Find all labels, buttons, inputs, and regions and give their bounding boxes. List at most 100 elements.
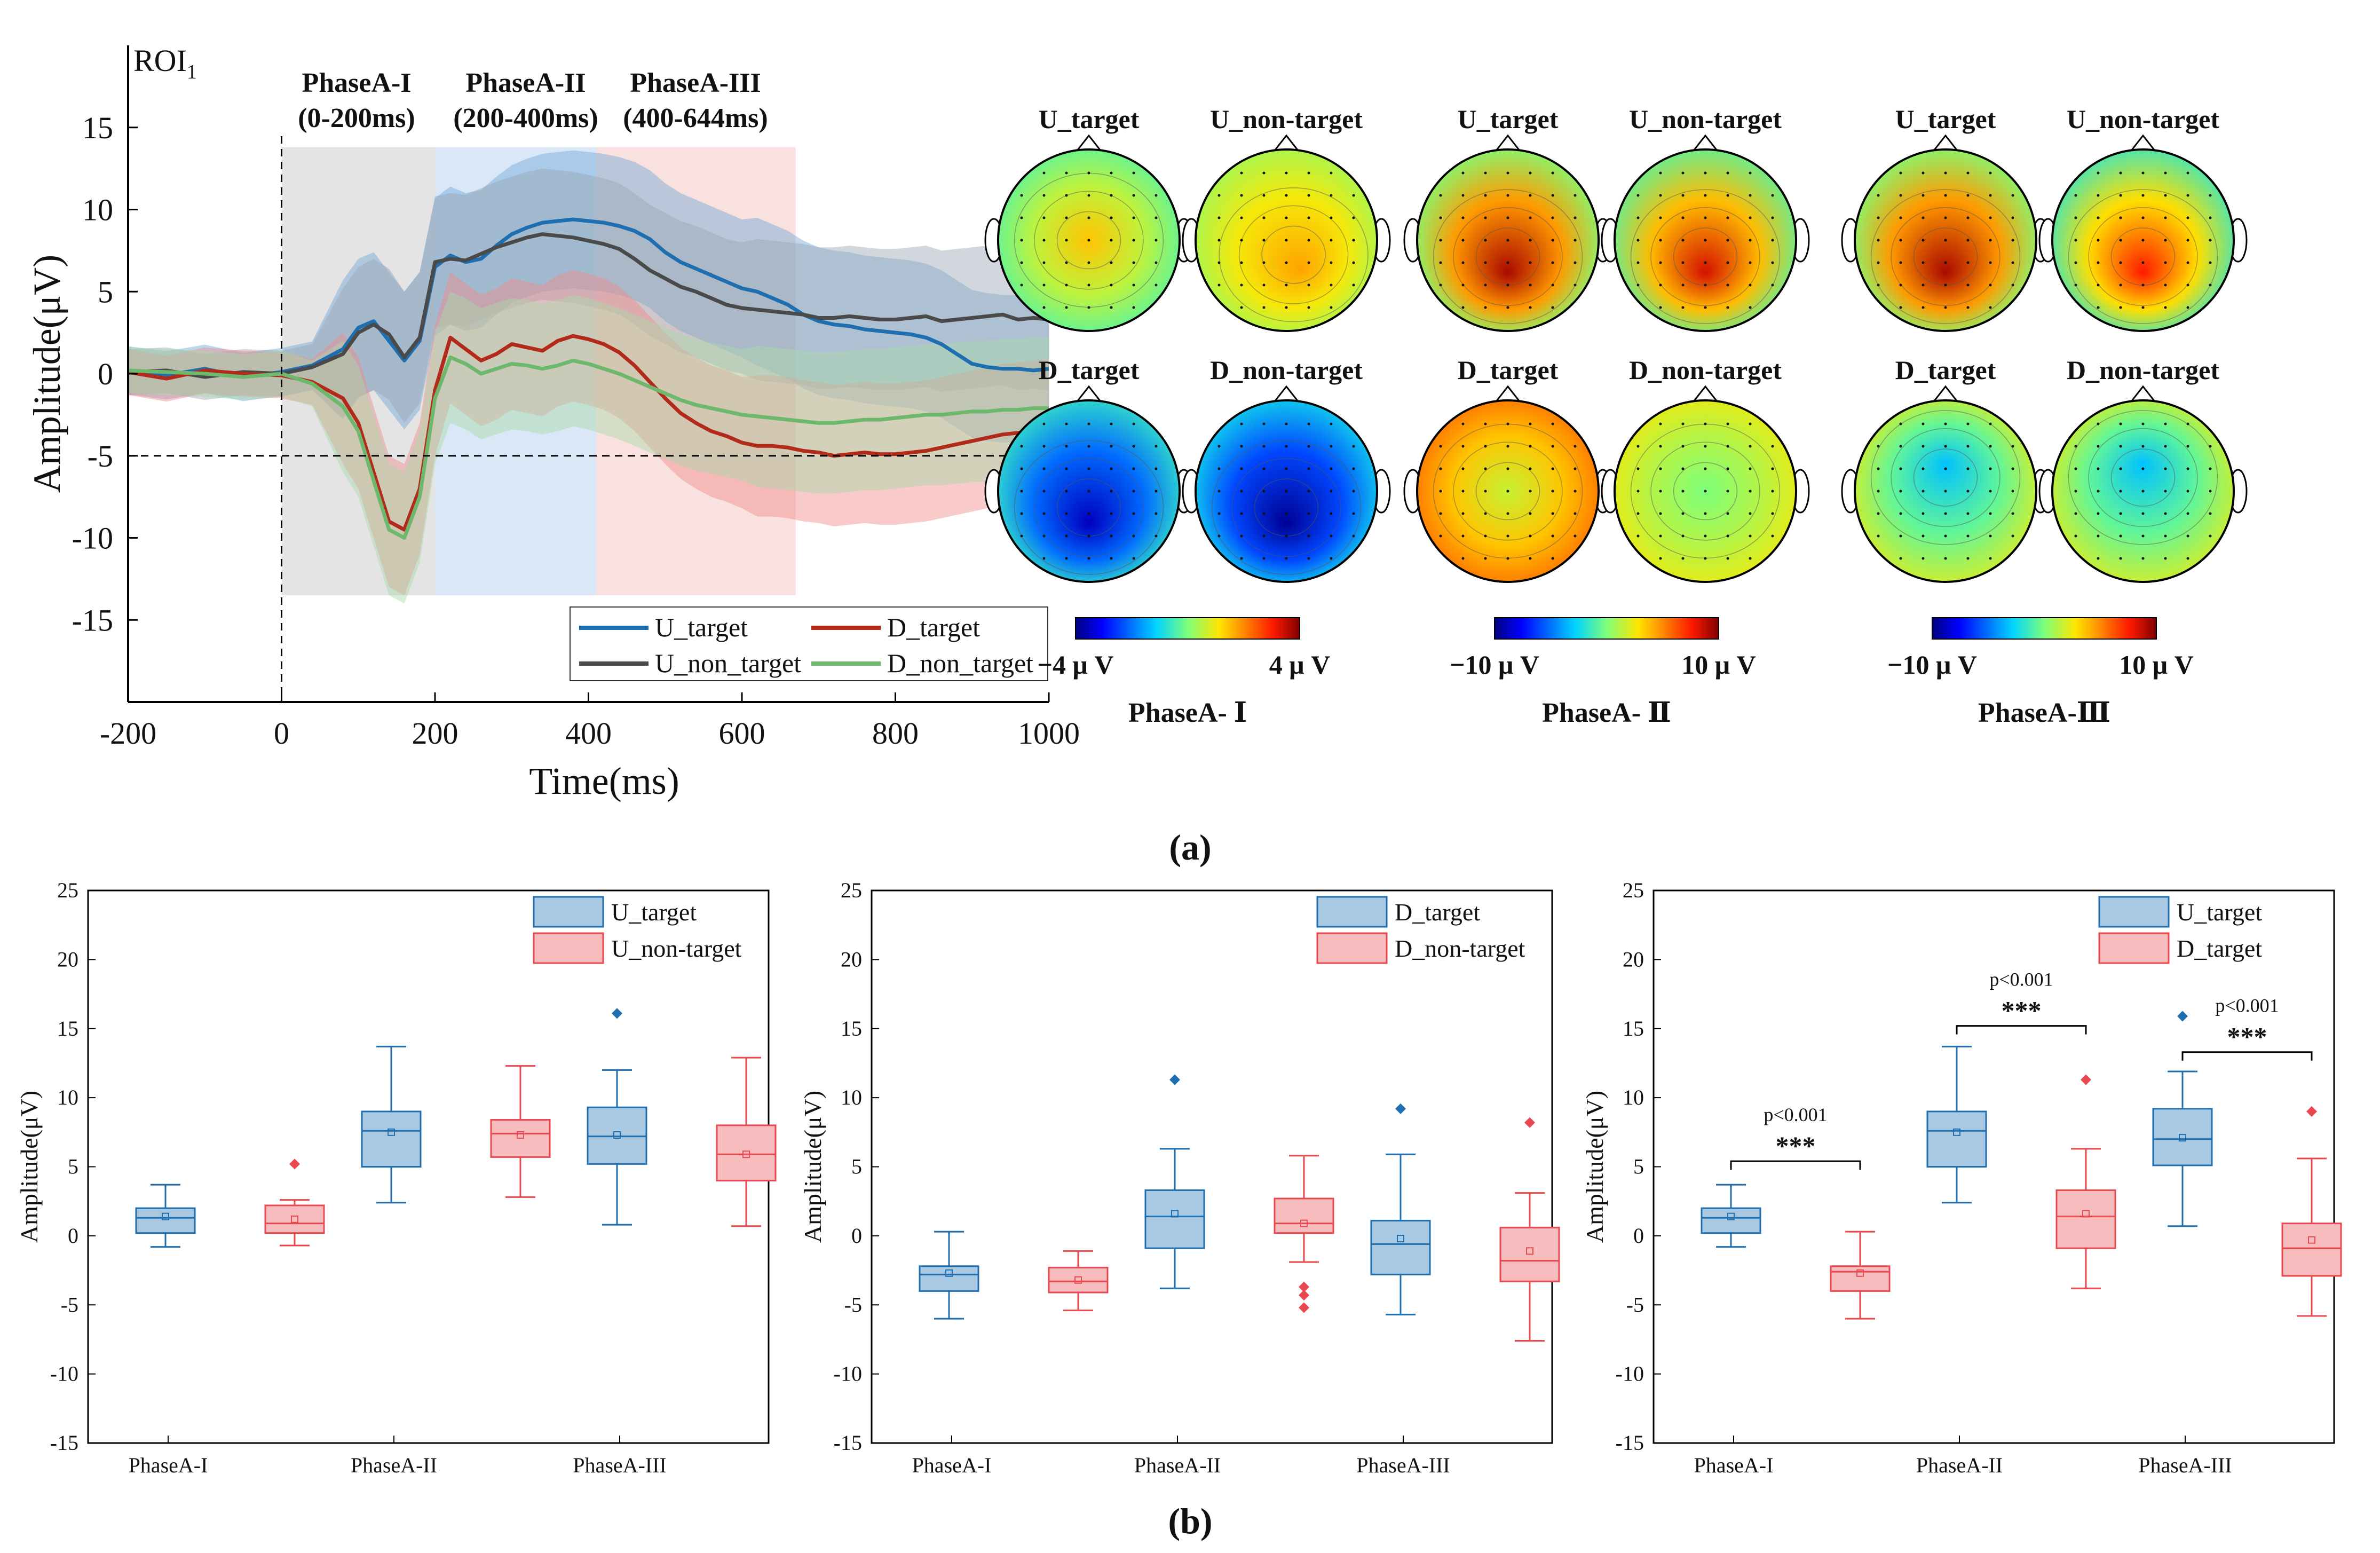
electrode-dot: [1574, 467, 1577, 470]
y-tick-label: 25: [57, 878, 78, 902]
electrode-dot: [1877, 283, 1880, 287]
electrode-dot: [2209, 216, 2212, 219]
y-tick-label: 10: [841, 1085, 862, 1109]
electrode-dot: [1461, 534, 1465, 538]
topomap-contour: [2088, 428, 2198, 527]
electrode-dot: [1989, 490, 1992, 493]
electrode-dot: [1132, 194, 1135, 197]
electrode-dot: [1899, 216, 1902, 219]
topomap-contour: [1219, 187, 1369, 322]
electrode-dot: [1574, 512, 1577, 515]
electrode-dot: [2074, 490, 2077, 493]
electrode-dot: [1726, 512, 1729, 515]
electrode-dot: [1877, 512, 1880, 515]
y-tick-label: -15: [1616, 1431, 1644, 1455]
electrode-dot: [2141, 261, 2145, 264]
electrode-dot: [1352, 445, 1355, 448]
electrode-dot: [1020, 534, 1023, 538]
electrode-dot: [1966, 194, 1970, 197]
electrode-dot: [1944, 557, 1947, 560]
electrode-dot: [1042, 261, 1046, 264]
electrode-dot: [1240, 239, 1243, 242]
x-tick-label: PhaseA-III: [573, 1453, 667, 1477]
electrode-dot: [2209, 512, 2212, 515]
electrode-dot: [1944, 306, 1947, 309]
electrode-dot: [1132, 422, 1135, 425]
electrode-dot: [1020, 283, 1023, 287]
y-tick-label: -10: [50, 1362, 78, 1386]
electrode-dot: [1217, 283, 1221, 287]
electrode-dot: [2011, 490, 2014, 493]
electrode-dot: [1042, 512, 1046, 515]
topomap-label: U_non-target: [1210, 104, 1363, 134]
box-mean: [2179, 1134, 2186, 1142]
electrode-dot: [1352, 283, 1355, 287]
electrode-dot: [1110, 171, 1113, 175]
electrode-dot: [1020, 512, 1023, 515]
topomap-nose: [1075, 385, 1103, 403]
y-tick-label: -15: [50, 1431, 78, 1455]
electrode-dot: [1506, 283, 1509, 287]
electrode-dot: [1529, 467, 1532, 470]
electrode-dot: [1155, 283, 1158, 287]
electrode-dot: [2164, 194, 2167, 197]
electrode-dot: [2186, 445, 2189, 448]
box-iqr: [2281, 1223, 2342, 1277]
x-tick-label: PhaseA-III: [1356, 1453, 1450, 1477]
electrode-dot: [2209, 467, 2212, 470]
electrode-dot: [1262, 283, 1266, 287]
electrode-dot: [1262, 557, 1266, 560]
electrode-dot: [1110, 194, 1113, 197]
box-mean: [1397, 1235, 1404, 1243]
electrode-dot: [1899, 261, 1902, 264]
legend-label-D_target: D_target: [1395, 898, 1480, 926]
line-D_non_target: [128, 355, 1049, 540]
electrode-dot: [1484, 261, 1487, 264]
electrode-dot: [1461, 557, 1465, 560]
electrode-dot: [2209, 261, 2212, 264]
topomap-contour: [1014, 440, 1164, 575]
electrode-dot: [1529, 283, 1532, 287]
electrode-dot: [1461, 512, 1465, 515]
electrode-dot: [1681, 445, 1685, 448]
line-D_target: [128, 334, 1049, 532]
x-tick-label: PhaseA-II: [1134, 1453, 1221, 1477]
electrode-dot: [2119, 467, 2122, 470]
box-iqr: [1144, 1189, 1205, 1249]
electrode-dot: [1574, 194, 1577, 197]
electrode-dot: [1110, 490, 1113, 493]
topomap-contour: [2068, 189, 2218, 324]
electrode-dot: [1217, 534, 1221, 538]
electrode-dot: [2141, 467, 2145, 470]
outlier-point: [2081, 1074, 2091, 1085]
electrode-dot: [2164, 534, 2167, 538]
p-value-label: p<0.001: [1764, 1104, 1827, 1125]
electrode-dot: [1262, 261, 1266, 264]
box-mean: [1727, 1212, 1735, 1220]
electrode-dot: [1132, 534, 1135, 538]
electrode-dot: [1749, 261, 1752, 264]
electrode-dot: [1681, 534, 1685, 538]
box-iqr: [2152, 1108, 2213, 1166]
x-tick-label: 600: [719, 716, 765, 751]
electrode-dot: [1262, 306, 1266, 309]
electrode-dot: [1989, 261, 1992, 264]
y-tick-label: 20: [841, 947, 862, 971]
electrode-dot: [1529, 557, 1532, 560]
electrode-dot: [1484, 422, 1487, 425]
electrode-dot: [1285, 283, 1288, 287]
electrode-dot: [1922, 239, 1925, 242]
electrode-dot: [1551, 467, 1554, 470]
electrode-dot: [1574, 239, 1577, 242]
topomap-contour: [1261, 225, 1326, 284]
electrode-dot: [1922, 283, 1925, 287]
electrode-dot: [1877, 445, 1880, 448]
electrode-dot: [1240, 171, 1243, 175]
electrode-dot: [1461, 283, 1465, 287]
electrode-dot: [1110, 283, 1113, 287]
box-D_target-PhaseA-I: [1830, 1231, 1891, 1320]
electrode-dot: [1749, 283, 1752, 287]
topomap-contour: [1211, 440, 1362, 575]
electrode-dot: [1065, 171, 1068, 175]
electrode-dot: [1217, 512, 1221, 515]
